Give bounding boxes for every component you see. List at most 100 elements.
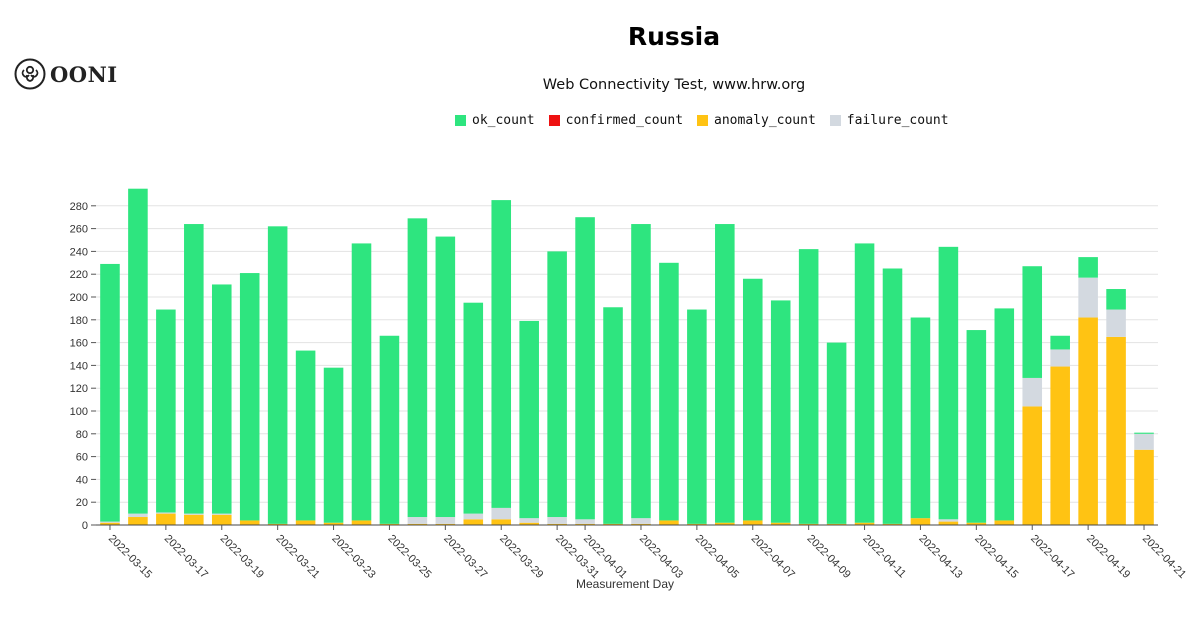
bar-ok-2022-04-08[interactable]: [770, 300, 791, 523]
bar-ok-2022-04-21[interactable]: [1134, 432, 1154, 434]
bar-anomaly-2022-03-24[interactable]: [351, 520, 372, 525]
bar-failure-2022-04-17[interactable]: [1022, 377, 1043, 407]
bar-ok-2022-03-15[interactable]: [100, 263, 120, 522]
bar-ok-2022-03-17[interactable]: [156, 309, 176, 513]
bar-anomaly-2022-04-20[interactable]: [1106, 336, 1126, 525]
bar-anomaly-2022-04-15[interactable]: [966, 522, 987, 525]
bar-ok-2022-03-21[interactable]: [267, 226, 288, 524]
bar-ok-2022-04-01[interactable]: [575, 217, 595, 520]
ooni-logo: OONI: [14, 58, 118, 90]
bar-ok-2022-03-20[interactable]: [239, 273, 260, 521]
bar-failure-2022-03-19[interactable]: [211, 513, 232, 515]
bar-anomaly-2022-04-14[interactable]: [938, 521, 959, 525]
bar-anomaly-2022-04-01[interactable]: [575, 523, 595, 525]
bar-anomaly-2022-03-22[interactable]: [295, 520, 316, 525]
bar-ok-2022-04-12[interactable]: [882, 268, 903, 524]
bar-failure-2022-03-31[interactable]: [547, 517, 567, 524]
bar-ok-2022-04-04[interactable]: [659, 262, 679, 521]
bar-anomaly-2022-03-16[interactable]: [128, 517, 148, 525]
bar-failure-2022-03-29[interactable]: [491, 507, 512, 520]
bar-ok-2022-03-22[interactable]: [295, 350, 316, 521]
bar-failure-2022-03-18[interactable]: [184, 513, 204, 515]
bar-ok-2022-03-31[interactable]: [547, 251, 567, 518]
bar-anomaly-2022-04-09[interactable]: [798, 523, 819, 525]
bar-anomaly-2022-03-17[interactable]: [156, 513, 176, 525]
bar-ok-2022-04-19[interactable]: [1078, 257, 1098, 278]
bar-anomaly-2022-04-07[interactable]: [742, 520, 763, 525]
bar-ok-2022-03-28[interactable]: [463, 302, 484, 514]
bar-ok-2022-03-27[interactable]: [435, 236, 456, 518]
bar-anomaly-2022-04-18[interactable]: [1050, 366, 1070, 525]
bar-ok-2022-04-06[interactable]: [715, 224, 735, 523]
bar-ok-2022-04-09[interactable]: [798, 249, 819, 524]
bar-anomaly-2022-03-15[interactable]: [100, 522, 120, 525]
bar-ok-2022-03-30[interactable]: [519, 320, 539, 519]
bar-anomaly-2022-04-05[interactable]: [687, 523, 707, 525]
bar-failure-2022-03-17[interactable]: [156, 512, 176, 514]
bar-ok-2022-04-18[interactable]: [1050, 335, 1070, 350]
legend-item-confirmed[interactable]: confirmed_count: [548, 113, 683, 128]
bar-failure-2022-04-19[interactable]: [1078, 277, 1098, 318]
bar-ok-2022-03-29[interactable]: [491, 200, 512, 508]
bar-ok-2022-03-26[interactable]: [407, 218, 428, 518]
bar-ok-2022-03-25[interactable]: [379, 335, 400, 524]
bar-anomaly-2022-04-17[interactable]: [1022, 406, 1043, 525]
bar-anomaly-2022-04-21[interactable]: [1134, 449, 1154, 525]
legend-item-anomaly[interactable]: anomaly_count: [697, 113, 816, 128]
bar-failure-2022-03-27[interactable]: [435, 517, 456, 524]
bar-anomaly-2022-04-08[interactable]: [770, 522, 791, 525]
bar-anomaly-2022-04-11[interactable]: [854, 522, 875, 525]
bar-ok-2022-04-20[interactable]: [1106, 289, 1126, 310]
bar-ok-2022-03-23[interactable]: [323, 367, 344, 523]
bar-anomaly-2022-03-21[interactable]: [267, 523, 288, 525]
bar-ok-2022-04-14[interactable]: [938, 246, 959, 520]
bar-anomaly-2022-03-31[interactable]: [547, 523, 567, 525]
bar-ok-2022-04-13[interactable]: [910, 317, 931, 519]
bar-anomaly-2022-04-13[interactable]: [910, 518, 931, 525]
bar-ok-2022-04-16[interactable]: [994, 308, 1015, 521]
bar-ok-2022-04-10[interactable]: [826, 342, 847, 524]
bar-anomaly-2022-04-04[interactable]: [659, 520, 679, 525]
bar-ok-2022-03-19[interactable]: [211, 284, 232, 514]
bar-anomaly-2022-04-03[interactable]: [631, 523, 651, 525]
bar-ok-2022-04-15[interactable]: [966, 330, 987, 523]
bar-anomaly-2022-04-10[interactable]: [826, 523, 847, 525]
bar-ok-2022-04-07[interactable]: [742, 278, 763, 521]
bar-anomaly-2022-03-26[interactable]: [407, 523, 428, 525]
bar-anomaly-2022-03-23[interactable]: [323, 522, 344, 525]
bar-failure-2022-04-20[interactable]: [1106, 309, 1126, 337]
bar-anomaly-2022-03-27[interactable]: [435, 523, 456, 525]
bar-failure-2022-03-26[interactable]: [407, 517, 428, 524]
bar-anomaly-2022-03-30[interactable]: [519, 522, 539, 525]
bar-failure-2022-03-15[interactable]: [100, 521, 120, 523]
bar-failure-2022-04-03[interactable]: [631, 518, 651, 524]
bar-ok-2022-04-05[interactable]: [687, 309, 707, 524]
bar-anomaly-2022-03-29[interactable]: [491, 519, 512, 525]
bar-ok-2022-03-16[interactable]: [128, 188, 148, 514]
bar-failure-2022-04-14[interactable]: [938, 519, 959, 522]
legend-item-failure[interactable]: failure_count: [829, 113, 949, 128]
bar-failure-2022-03-28[interactable]: [463, 513, 484, 520]
bar-ok-2022-04-03[interactable]: [631, 224, 651, 519]
bar-anomaly-2022-04-02[interactable]: [603, 523, 623, 525]
bar-ok-2022-04-11[interactable]: [854, 243, 875, 523]
bar-anomaly-2022-04-16[interactable]: [994, 520, 1015, 525]
bar-anomaly-2022-04-12[interactable]: [882, 523, 903, 525]
bar-anomaly-2022-04-06[interactable]: [715, 522, 735, 525]
legend-item-ok[interactable]: ok_count: [455, 113, 535, 128]
bar-anomaly-2022-03-18[interactable]: [184, 514, 204, 525]
bar-anomaly-2022-03-20[interactable]: [239, 520, 260, 525]
bar-anomaly-2022-03-28[interactable]: [463, 519, 484, 525]
bar-ok-2022-03-24[interactable]: [351, 243, 372, 521]
bar-anomaly-2022-04-19[interactable]: [1078, 317, 1098, 525]
bar-ok-2022-03-18[interactable]: [184, 224, 204, 514]
bar-anomaly-2022-03-25[interactable]: [379, 523, 400, 525]
bar-failure-2022-04-18[interactable]: [1050, 349, 1070, 367]
bar-failure-2022-04-01[interactable]: [575, 519, 595, 524]
bar-anomaly-2022-03-19[interactable]: [211, 514, 232, 525]
bar-ok-2022-04-17[interactable]: [1022, 266, 1043, 378]
bar-failure-2022-03-16[interactable]: [128, 513, 148, 518]
bar-failure-2022-04-21[interactable]: [1134, 433, 1154, 450]
bar-failure-2022-03-30[interactable]: [519, 518, 539, 523]
bar-ok-2022-04-02[interactable]: [603, 307, 623, 524]
